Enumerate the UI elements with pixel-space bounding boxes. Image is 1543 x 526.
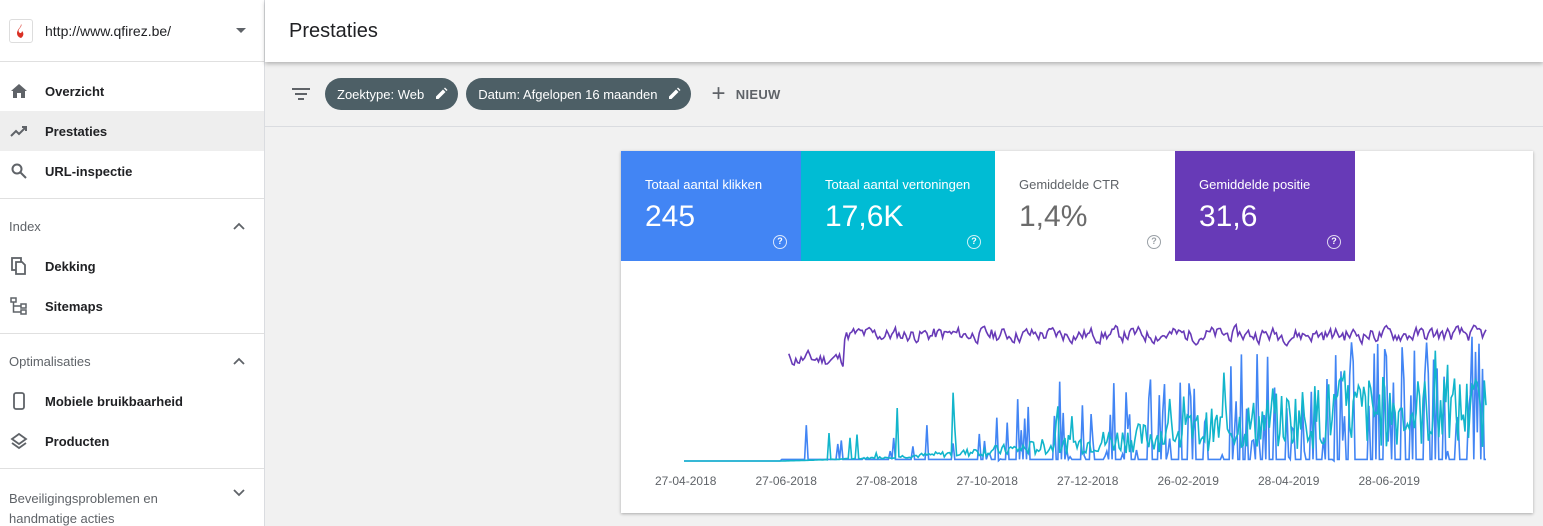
section-optimization-header[interactable]: Optimalisaties — [0, 333, 264, 389]
metric-value: 245 — [645, 200, 696, 233]
help-icon[interactable]: ? — [967, 235, 981, 249]
sidebar-item-mobile-usability[interactable]: Mobiele bruikbaarheid — [0, 381, 264, 421]
section-title: Beveiligingsproblemen en handmatige acti… — [9, 489, 158, 526]
help-icon[interactable]: ? — [773, 235, 787, 249]
sidebar-item-coverage[interactable]: Dekking — [0, 246, 264, 286]
metric-tile-impressions[interactable]: Totaal aantal vertoningen 17,6K ? — [801, 151, 995, 261]
filter-chip-date[interactable]: Datum: Afgelopen 16 maanden — [466, 78, 692, 110]
metric-value: 17,6K — [825, 200, 904, 233]
sidebar-item-label: Mobiele bruikbaarheid — [45, 393, 183, 409]
section-title: Optimalisaties — [9, 354, 91, 369]
metric-label: Totaal aantal vertoningen — [825, 177, 971, 192]
x-tick-label: 27-04-2018 — [655, 474, 717, 488]
edit-pencil-icon — [436, 87, 448, 99]
metric-tiles: Totaal aantal klikken 245 ? Totaal aanta… — [621, 151, 1533, 261]
flame-favicon-icon — [9, 18, 33, 43]
x-tick-label: 26-02-2019 — [1158, 474, 1220, 488]
section-title-line2: handmatige acties — [9, 511, 115, 526]
edit-pencil-icon — [669, 87, 681, 99]
filter-bar: Zoektype: Web Datum: Afgelopen 16 maande… — [265, 62, 1543, 127]
performance-chart: 27-04-2018 27-06-2018 27-08-2018 27-10-2018… — [655, 322, 1487, 488]
filter-icon[interactable] — [291, 87, 311, 101]
metric-label: Gemiddelde CTR — [1019, 177, 1120, 192]
section-title: Index — [9, 219, 41, 234]
new-filter-button[interactable]: + NIEUW — [711, 82, 780, 106]
sidebar-item-label: URL-inspectie — [45, 163, 133, 179]
sidebar-item-performance[interactable]: Prestaties — [0, 111, 264, 151]
sidebar-item-label: Sitemaps — [45, 298, 103, 314]
chip-label: Zoektype: Web — [337, 86, 425, 102]
sidebar: http://www.qfirez.be/ Overzicht Prestati… — [0, 0, 265, 526]
series-line-3 — [788, 322, 1487, 367]
filter-chip-search-type[interactable]: Zoektype: Web — [325, 78, 459, 110]
x-tick-label: 27-10-2018 — [957, 474, 1019, 488]
section-index-header[interactable]: Index — [0, 198, 264, 254]
sidebar-item-label: Producten — [45, 433, 110, 449]
metric-label: Totaal aantal klikken — [645, 177, 763, 192]
new-filter-label: NIEUW — [735, 86, 781, 102]
page-header: Prestaties — [265, 0, 1543, 62]
help-icon[interactable]: ? — [1147, 235, 1161, 249]
section-title-line1: Beveiligingsproblemen en — [9, 491, 158, 506]
plus-icon: + — [711, 80, 726, 107]
home-icon — [9, 81, 29, 101]
chevron-down-icon[interactable] — [236, 28, 246, 33]
metric-tile-clicks[interactable]: Totaal aantal klikken 245 ? — [621, 151, 801, 261]
sitemap-icon — [9, 296, 29, 316]
sidebar-item-label: Dekking — [45, 258, 96, 274]
x-tick-label: 27-12-2018 — [1057, 474, 1119, 488]
sidebar-item-url-inspection[interactable]: URL-inspectie — [0, 151, 264, 191]
x-tick-label: 27-08-2018 — [856, 474, 918, 488]
sidebar-item-sitemaps[interactable]: Sitemaps — [0, 286, 264, 326]
series-line-2 — [684, 350, 1487, 462]
property-selector[interactable]: http://www.qfirez.be/ — [0, 0, 264, 62]
x-tick-label: 28-04-2019 — [1258, 474, 1320, 488]
sidebar-item-label: Overzicht — [45, 83, 105, 99]
chevron-down-icon — [233, 489, 245, 497]
chip-label: Datum: Afgelopen 16 maanden — [478, 86, 658, 102]
property-url: http://www.qfirez.be/ — [45, 22, 172, 39]
x-tick-label: 28-06-2019 — [1359, 474, 1421, 488]
trending-up-icon — [9, 121, 29, 141]
metric-tile-ctr[interactable]: Gemiddelde CTR 1,4% ? — [995, 151, 1175, 261]
performance-card: Totaal aantal klikken 245 ? Totaal aanta… — [621, 151, 1533, 513]
metric-tile-position[interactable]: Gemiddelde positie 31,6 ? — [1175, 151, 1355, 261]
metric-label: Gemiddelde positie — [1199, 177, 1311, 192]
layers-icon — [9, 431, 29, 451]
section-security-header[interactable]: Beveiligingsproblemen en handmatige acti… — [0, 468, 264, 526]
sidebar-item-overview[interactable]: Overzicht — [0, 71, 264, 111]
metric-value: 31,6 — [1199, 200, 1258, 233]
metric-value: 1,4% — [1019, 200, 1088, 233]
sidebar-item-products[interactable]: Producten — [0, 421, 264, 461]
smartphone-icon — [9, 391, 29, 411]
x-tick-label: 27-06-2018 — [756, 474, 818, 488]
help-icon[interactable]: ? — [1327, 235, 1341, 249]
chevron-up-icon — [233, 357, 245, 365]
page-title: Prestaties — [289, 19, 378, 42]
sidebar-item-label: Prestaties — [45, 123, 108, 139]
chevron-up-icon — [233, 222, 245, 230]
search-icon — [9, 161, 29, 181]
copy-document-icon — [9, 256, 29, 276]
